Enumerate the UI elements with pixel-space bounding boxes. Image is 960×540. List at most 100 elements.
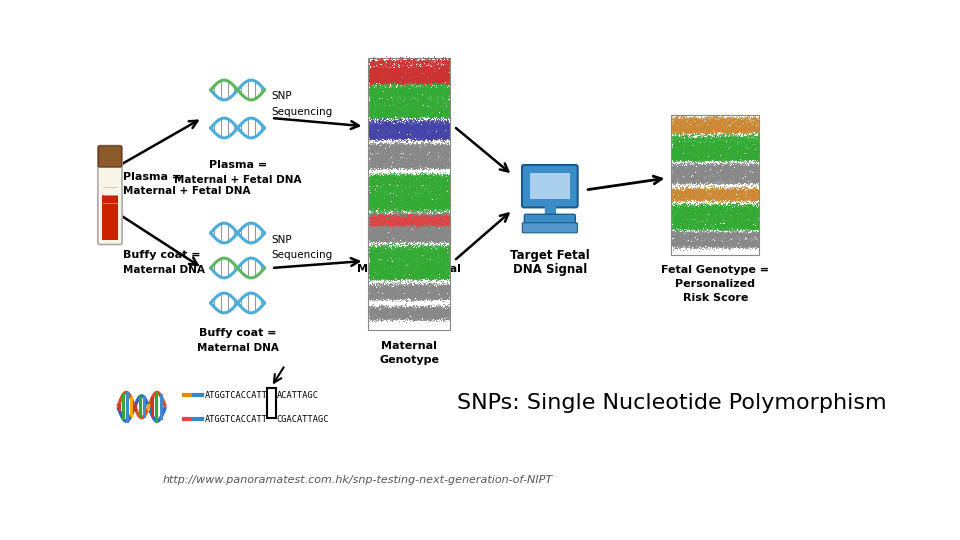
Point (404, 195, 420, 204)
Point (418, 231, 433, 239)
Point (727, 186, 742, 194)
Point (406, 63, 421, 72)
Point (429, 80, 444, 89)
Point (430, 75, 445, 84)
Point (414, 233, 429, 242)
Point (366, 173, 381, 182)
Point (412, 193, 427, 201)
Point (366, 290, 381, 299)
Point (720, 227, 735, 235)
Point (415, 115, 430, 124)
Point (708, 210, 723, 218)
Point (404, 199, 420, 208)
Point (382, 219, 397, 228)
Point (378, 220, 394, 228)
Point (703, 222, 718, 231)
Point (667, 189, 683, 198)
Point (734, 236, 750, 245)
Point (415, 173, 430, 181)
Point (421, 102, 437, 111)
Point (732, 171, 747, 180)
Point (683, 163, 698, 172)
Point (728, 152, 743, 160)
Point (362, 222, 377, 231)
Point (749, 170, 764, 179)
Point (421, 210, 437, 219)
Point (414, 104, 429, 112)
Point (406, 283, 421, 292)
Point (381, 292, 396, 301)
Point (697, 143, 712, 152)
Point (371, 180, 386, 189)
Point (432, 126, 447, 134)
Point (373, 201, 389, 210)
Point (392, 135, 407, 144)
Point (407, 293, 422, 302)
Point (731, 153, 746, 161)
Point (717, 122, 732, 131)
Point (406, 284, 421, 292)
Point (414, 71, 429, 79)
Point (441, 314, 456, 322)
Point (747, 137, 762, 146)
Point (376, 104, 392, 113)
Point (427, 287, 443, 296)
Point (699, 150, 714, 158)
Point (377, 96, 393, 105)
Point (379, 314, 395, 323)
Point (672, 119, 687, 128)
Point (386, 212, 401, 221)
Point (442, 121, 457, 130)
Point (411, 193, 426, 201)
Point (671, 124, 686, 133)
Point (439, 262, 454, 271)
Point (685, 150, 701, 158)
Point (732, 224, 748, 233)
Point (380, 151, 396, 159)
Point (440, 198, 455, 206)
Point (372, 200, 388, 208)
Point (704, 124, 719, 133)
Point (682, 144, 697, 152)
Point (381, 240, 396, 248)
Point (387, 214, 402, 223)
Point (410, 187, 425, 195)
Point (429, 224, 444, 233)
Point (689, 223, 705, 232)
Point (680, 176, 695, 185)
Point (437, 217, 452, 225)
Point (376, 65, 392, 74)
Point (364, 202, 379, 211)
Point (385, 163, 400, 172)
Point (390, 130, 405, 139)
Point (380, 229, 396, 238)
Point (411, 205, 426, 214)
Point (382, 96, 397, 104)
Point (371, 94, 386, 103)
Point (439, 201, 454, 210)
Point (418, 237, 433, 245)
Point (674, 127, 689, 136)
Point (700, 224, 715, 233)
Point (718, 151, 733, 159)
Point (436, 147, 451, 156)
Point (686, 208, 702, 217)
Point (388, 105, 403, 113)
Point (715, 145, 731, 154)
Point (703, 210, 718, 218)
Point (408, 121, 423, 130)
Point (372, 213, 387, 221)
Point (392, 119, 407, 127)
Point (427, 234, 443, 242)
Point (368, 109, 383, 118)
Point (407, 184, 422, 192)
Point (696, 191, 711, 199)
Point (724, 177, 739, 186)
Point (402, 220, 418, 229)
Point (370, 90, 385, 99)
Point (439, 246, 454, 254)
Point (423, 206, 439, 215)
Point (389, 195, 404, 204)
Point (714, 137, 730, 145)
Point (397, 214, 413, 222)
